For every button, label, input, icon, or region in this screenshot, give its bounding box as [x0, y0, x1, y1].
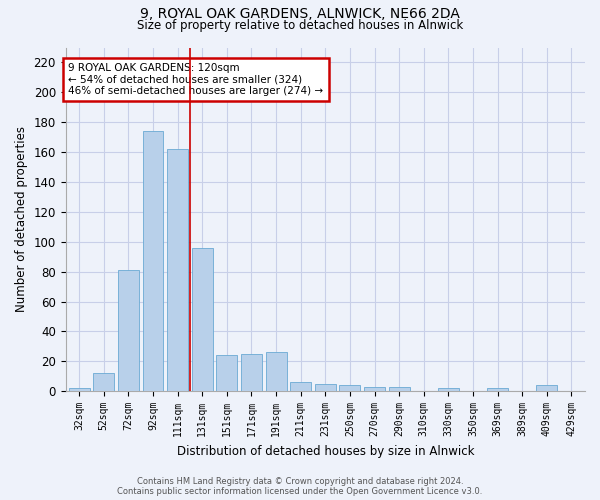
Bar — [364, 386, 385, 391]
Bar — [241, 354, 262, 391]
Bar — [487, 388, 508, 391]
Text: 9, ROYAL OAK GARDENS, ALNWICK, NE66 2DA: 9, ROYAL OAK GARDENS, ALNWICK, NE66 2DA — [140, 8, 460, 22]
Text: 9 ROYAL OAK GARDENS: 120sqm
← 54% of detached houses are smaller (324)
46% of se: 9 ROYAL OAK GARDENS: 120sqm ← 54% of det… — [68, 63, 323, 96]
Bar — [143, 131, 163, 391]
Bar — [69, 388, 89, 391]
Bar — [192, 248, 213, 391]
Bar — [217, 356, 238, 391]
Bar — [266, 352, 287, 391]
Text: Contains HM Land Registry data © Crown copyright and database right 2024.
Contai: Contains HM Land Registry data © Crown c… — [118, 476, 482, 496]
Bar — [315, 384, 336, 391]
Bar — [167, 149, 188, 391]
Bar — [118, 270, 139, 391]
Bar — [389, 386, 410, 391]
Bar — [536, 385, 557, 391]
Y-axis label: Number of detached properties: Number of detached properties — [15, 126, 28, 312]
Bar — [340, 385, 361, 391]
Bar — [94, 374, 114, 391]
Bar — [290, 382, 311, 391]
X-axis label: Distribution of detached houses by size in Alnwick: Distribution of detached houses by size … — [176, 444, 474, 458]
Text: Size of property relative to detached houses in Alnwick: Size of property relative to detached ho… — [137, 19, 463, 32]
Bar — [438, 388, 459, 391]
